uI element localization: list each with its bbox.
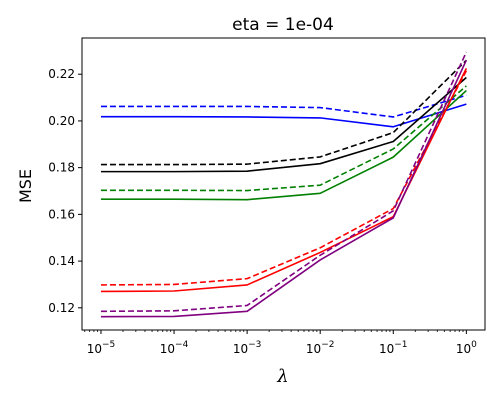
x-tick-label-6: 100 <box>456 340 477 356</box>
series-line-2 <box>100 94 467 118</box>
x-axis-label: λ <box>276 366 288 387</box>
y-tick-label-2: 0.14 <box>48 254 75 268</box>
y-tick-label-3: 0.16 <box>48 207 75 221</box>
series-line-3 <box>100 76 467 173</box>
series-line-1 <box>100 103 467 128</box>
series-layer <box>100 51 468 318</box>
series-line-9 <box>100 59 468 318</box>
x-tick-label-1: 10−5 <box>87 340 116 356</box>
y-axis: 0.12 0.14 0.16 0.18 0.20 0.22 <box>48 67 82 315</box>
y-tick-label-1: 0.12 <box>48 301 75 315</box>
x-tick-label-5: 10−1 <box>379 340 408 356</box>
series-line-5 <box>100 89 467 201</box>
x-tick-label-2: 10−4 <box>160 340 189 356</box>
series-line-10 <box>100 51 468 313</box>
chart-title: eta = 1e-04 <box>232 15 334 35</box>
x-axis: 10−5 10−4 10−3 10−2 10−1 100 <box>84 330 477 356</box>
y-tick-label-6: 0.22 <box>48 67 75 81</box>
series-line-8 <box>100 70 468 286</box>
y-tick-label-4: 0.18 <box>48 161 75 175</box>
plot-border <box>81 37 486 331</box>
y-tick-label-5: 0.20 <box>48 114 75 128</box>
x-tick-label-4: 10−2 <box>306 340 335 356</box>
series-line-6 <box>100 85 467 192</box>
series-line-4 <box>100 59 467 166</box>
y-axis-label: MSE <box>16 169 35 203</box>
x-tick-label-3: 10−3 <box>233 340 262 356</box>
